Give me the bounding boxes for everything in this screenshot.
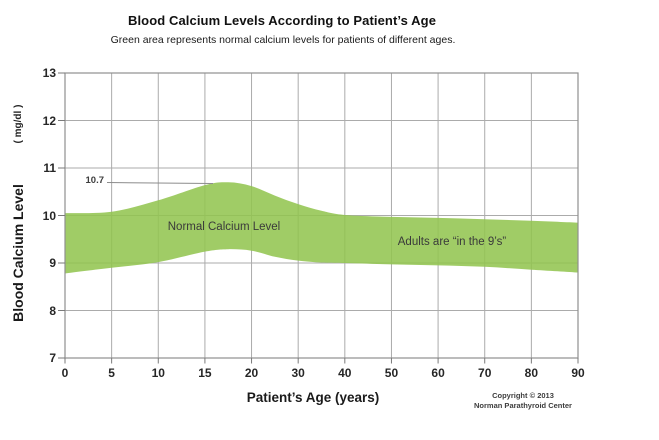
x-tick-label: 15 (198, 366, 212, 380)
normal-range-band (65, 182, 578, 274)
y-tick-label: 11 (43, 161, 56, 175)
annotation-leader-line (106, 182, 214, 184)
x-tick-label: 5 (108, 366, 115, 380)
x-tick-label: 80 (524, 366, 539, 380)
y-tick-label: 7 (49, 351, 56, 365)
y-tick-label: 9 (49, 256, 56, 270)
y-axis-units: ( mg/dl ) (13, 104, 24, 144)
y-tick-label: 8 (49, 303, 56, 318)
y-axis-title: Blood Calcium Level (10, 184, 26, 322)
x-tick-label: 20 (244, 366, 259, 380)
y-tick-label: 12 (42, 113, 56, 128)
chart-title: Blood Calcium Levels According to Patien… (127, 13, 437, 28)
x-tick-label: 10 (151, 366, 165, 380)
x-tick-label: 60 (431, 366, 445, 380)
copyright-credit: Copyright © 2013 Norman Parathyroid Cent… (453, 391, 593, 410)
normal-calcium-level-label: Normal Calcium Level (167, 221, 281, 233)
x-tick-label: 0 (61, 366, 69, 380)
chart-subtitle: Green area represents normal calcium lev… (110, 34, 456, 46)
x-axis-title: Patient’s Age (years) (246, 390, 380, 405)
adults-annotation: Adults are “in the 9’s” (397, 236, 507, 248)
x-tick-label: 50 (384, 366, 399, 380)
x-tick-label: 90 (571, 366, 585, 380)
copyright-line2: Norman Parathyroid Center (474, 400, 572, 410)
y-tick-label: 10 (42, 208, 56, 223)
peak-value-annotation: 10.7 (85, 175, 105, 186)
x-tick-label: 30 (291, 366, 305, 380)
x-tick-label: 70 (478, 366, 492, 380)
tick-marks (58, 72, 579, 364)
y-tick-label: 13 (42, 66, 56, 80)
x-tick-label: 40 (338, 366, 352, 380)
copyright-line1: Copyright © 2013 (492, 391, 554, 400)
